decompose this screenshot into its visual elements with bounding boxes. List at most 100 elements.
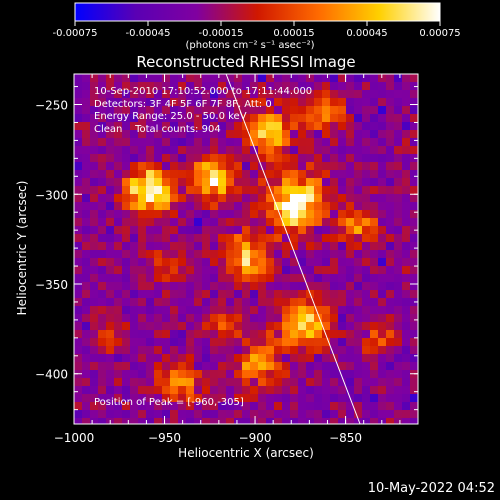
heatmap-cell xyxy=(202,146,211,155)
heatmap-cell xyxy=(210,354,219,363)
heatmap-cell xyxy=(122,130,131,139)
heatmap-cell xyxy=(330,322,339,331)
heatmap-cell xyxy=(410,346,418,355)
heatmap-cell xyxy=(386,114,395,123)
heatmap-cell xyxy=(170,226,179,235)
heatmap-cell xyxy=(290,74,299,83)
heatmap-cell xyxy=(322,98,331,107)
heatmap-cell xyxy=(322,378,331,387)
heatmap-cell xyxy=(114,402,123,411)
heatmap-cell xyxy=(250,314,259,323)
heatmap-cell xyxy=(138,314,147,323)
heatmap-cell xyxy=(370,330,379,339)
heatmap-cell xyxy=(226,130,235,139)
heatmap-cell xyxy=(154,386,163,395)
heatmap-cell xyxy=(186,418,195,424)
heatmap-cell xyxy=(146,82,155,91)
heatmap-cell xyxy=(74,90,83,99)
heatmap-cell xyxy=(394,338,403,347)
heatmap-cell xyxy=(266,98,275,107)
heatmap-cell xyxy=(98,354,107,363)
heatmap-cell xyxy=(378,306,387,315)
heatmap-cell xyxy=(314,130,323,139)
heatmap-cell xyxy=(122,90,131,99)
heatmap-cell xyxy=(170,386,179,395)
heatmap-cell xyxy=(266,322,275,331)
heatmap-cell xyxy=(202,298,211,307)
heatmap-cell xyxy=(378,106,387,115)
heatmap-cell xyxy=(186,90,195,99)
heatmap-cell xyxy=(106,314,115,323)
heatmap-cell xyxy=(394,266,403,275)
heatmap-cell xyxy=(130,82,139,91)
heatmap-cell xyxy=(354,170,363,179)
heatmap-cell xyxy=(74,202,83,211)
heatmap-cell xyxy=(114,314,123,323)
heatmap-cell xyxy=(354,162,363,171)
heatmap-cell xyxy=(226,170,235,179)
heatmap-cell xyxy=(306,98,315,107)
heatmap-cell xyxy=(194,194,203,203)
heatmap-cell xyxy=(194,234,203,243)
heatmap-cell xyxy=(258,130,267,139)
heatmap-cell xyxy=(274,250,283,259)
heatmap-cell xyxy=(282,178,291,187)
heatmap-cell xyxy=(362,298,371,307)
heatmap-cell xyxy=(138,322,147,331)
heatmap-cell xyxy=(274,410,283,419)
heatmap-cell xyxy=(258,74,267,83)
heatmap-cell xyxy=(282,122,291,131)
heatmap-cell xyxy=(362,386,371,395)
heatmap-cell xyxy=(154,154,163,163)
heatmap-cell xyxy=(402,90,411,99)
heatmap-cell xyxy=(106,386,115,395)
heatmap-cell xyxy=(354,322,363,331)
heatmap-cell xyxy=(402,218,411,227)
heatmap-cell xyxy=(210,306,219,315)
heatmap-cell xyxy=(402,106,411,115)
heatmap-cell xyxy=(114,290,123,299)
heatmap-cell xyxy=(330,362,339,371)
heatmap-cell xyxy=(234,130,243,139)
heatmap-cell xyxy=(122,250,131,259)
heatmap-cell xyxy=(162,418,171,424)
heatmap-cell xyxy=(338,178,347,187)
heatmap-cell xyxy=(266,370,275,379)
heatmap-cell xyxy=(210,274,219,283)
heatmap-cell xyxy=(370,314,379,323)
heatmap-cell xyxy=(338,410,347,419)
heatmap-cell xyxy=(226,266,235,275)
heatmap-cell xyxy=(146,106,155,115)
heatmap-cell xyxy=(354,410,363,419)
heatmap-cell xyxy=(394,114,403,123)
heatmap-cell xyxy=(402,410,411,419)
heatmap-cell xyxy=(98,154,107,163)
heatmap-cell xyxy=(90,386,99,395)
heatmap-cell xyxy=(186,306,195,315)
heatmap-cell xyxy=(346,202,355,211)
heatmap-cell xyxy=(258,370,267,379)
heatmap-cell xyxy=(114,194,123,203)
heatmap-cell xyxy=(178,242,187,251)
heatmap-cell xyxy=(90,314,99,323)
heatmap-cell xyxy=(130,74,139,83)
heatmap-cell xyxy=(282,138,291,147)
heatmap-cell xyxy=(162,378,171,387)
heatmap-cell xyxy=(314,170,323,179)
heatmap-cell xyxy=(130,194,139,203)
heatmap-cell xyxy=(330,194,339,203)
heatmap-cell xyxy=(258,82,267,91)
heatmap-cell xyxy=(346,186,355,195)
heatmap-cell xyxy=(82,82,91,91)
heatmap-cell xyxy=(154,122,163,131)
heatmap-cell xyxy=(306,218,315,227)
heatmap-cell xyxy=(210,170,219,179)
heatmap-cell xyxy=(170,106,179,115)
heatmap-cell xyxy=(282,74,291,83)
heatmap-cell xyxy=(194,122,203,131)
heatmap-cell xyxy=(242,394,251,403)
heatmap-cell xyxy=(194,218,203,227)
heatmap-cell xyxy=(130,290,139,299)
heatmap-cell xyxy=(378,282,387,291)
heatmap-cell xyxy=(82,266,91,275)
